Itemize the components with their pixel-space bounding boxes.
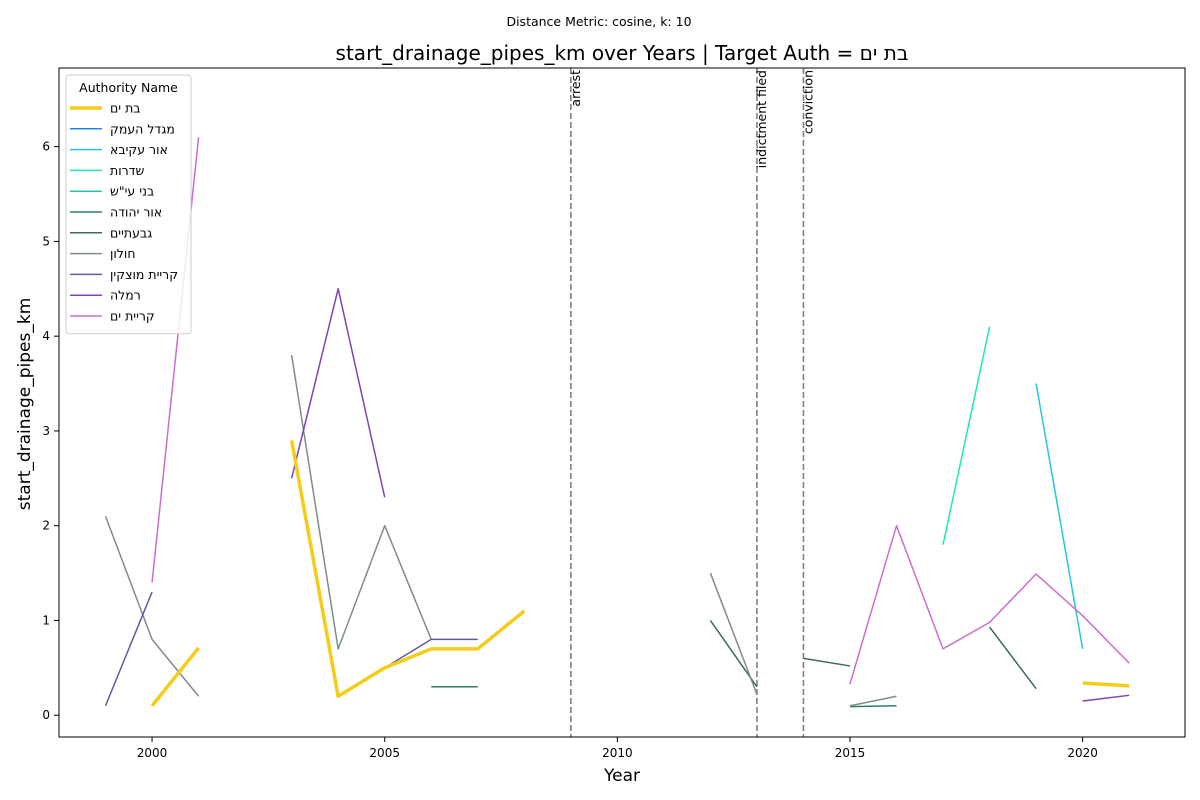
series-line <box>849 695 897 707</box>
series-line <box>942 326 991 545</box>
event-label: indictment filed <box>754 70 769 168</box>
series-line <box>289 440 526 698</box>
event-label: conviction <box>800 70 815 134</box>
series-line <box>104 591 153 707</box>
chart-subtitle: Distance Metric: cosine, k: 10 <box>506 14 691 29</box>
series-line <box>1082 681 1130 688</box>
y-tick-label: 5 <box>42 234 50 248</box>
y-axis-label: start_drainage_pipes_km <box>15 298 35 510</box>
series-line <box>803 657 851 667</box>
y-tick-label: 2 <box>42 519 50 533</box>
series-line <box>988 626 1037 690</box>
legend-item: רמלה <box>110 288 141 303</box>
legend-item: שדרות <box>110 163 145 178</box>
plot-frame <box>58 67 1186 738</box>
x-tick-label: 2010 <box>602 746 633 760</box>
event-label: arrest <box>568 70 583 107</box>
legend-item: קריית ים <box>110 309 155 324</box>
x-tick-label: 2020 <box>1067 746 1098 760</box>
series-line <box>150 646 200 707</box>
plot-area: 2000 2005 2010 2015 2020 0 1 2 3 4 5 6 arrest indictm… <box>42 67 1186 760</box>
series-line <box>849 524 1130 685</box>
legend-item: בני עי"ש <box>110 184 154 199</box>
legend-box <box>65 74 192 335</box>
legend: Authority Name בת ים מגדל העמק אור עקיבא שדר… <box>65 74 192 335</box>
legend-item: בת ים <box>110 101 141 116</box>
y-tick-label: 4 <box>42 329 50 343</box>
y-tick-label: 6 <box>42 140 50 154</box>
x-tick-label: 2000 <box>137 746 168 760</box>
y-tick-label: 0 <box>42 708 50 722</box>
series-line <box>1082 694 1130 702</box>
legend-title: Authority Name <box>79 80 178 95</box>
legend-item: אור יהודה <box>110 205 162 220</box>
x-tick-label: 2005 <box>369 746 400 760</box>
y-tick-label: 1 <box>42 613 50 627</box>
legend-item: אור עקיבא <box>110 142 168 157</box>
legend-item: חולון <box>110 246 136 261</box>
series-line <box>849 704 897 708</box>
series-line <box>290 355 432 650</box>
x-axis-label: Year <box>603 766 640 786</box>
legend-item: קריית מוצקין <box>110 267 178 282</box>
series-line <box>290 288 386 498</box>
y-tick-label: 3 <box>42 424 50 438</box>
series-line <box>1035 383 1084 649</box>
series-line <box>104 515 200 697</box>
x-tick-label: 2015 <box>835 746 866 760</box>
legend-item: מגדל העמק <box>110 121 175 136</box>
legend-item: גבעתיים <box>110 225 152 240</box>
series-lines <box>104 137 1130 708</box>
chart-title: start_drainage_pipes_km over Years | Tar… <box>336 41 909 65</box>
series-line <box>709 572 758 695</box>
